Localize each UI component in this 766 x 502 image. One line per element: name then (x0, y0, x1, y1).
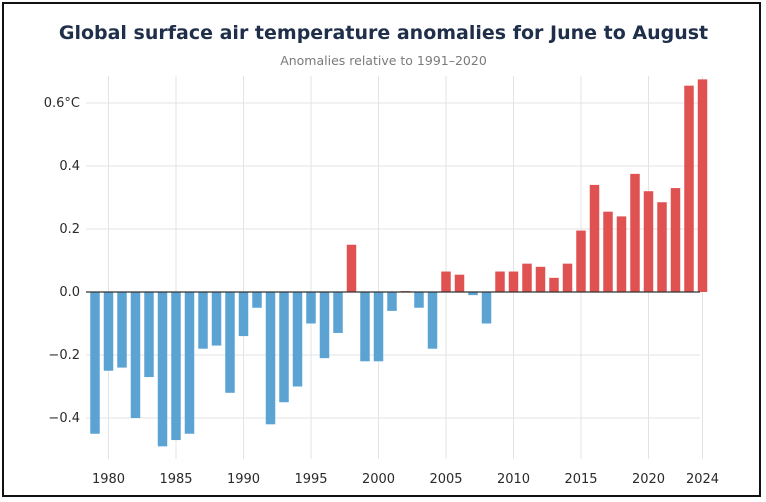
chart-frame: Global surface air temperature anomalies… (2, 2, 761, 497)
bar-2008 (481, 292, 492, 324)
bar-2009 (495, 271, 505, 292)
x-tick-label: 2005 (429, 472, 462, 487)
y-tick-label: 0.4 (59, 159, 80, 174)
bar-1983 (144, 292, 154, 378)
bar-1996 (319, 292, 330, 359)
bar-1997 (333, 292, 343, 333)
x-tick-label: 1985 (159, 472, 192, 487)
bar-2004 (427, 292, 438, 349)
x-tick-label: 2020 (632, 472, 665, 487)
bar-2020 (643, 191, 654, 292)
bar-1987 (198, 292, 208, 349)
x-tick-label: 1980 (92, 472, 125, 487)
bar-1990 (238, 292, 249, 337)
bar-2023 (684, 85, 694, 292)
bars (90, 79, 708, 447)
bar-1980 (103, 292, 114, 371)
x-tick-label: 2010 (497, 472, 530, 487)
bar-chart: 0.6°C 0.4 0.2 0.0 −0.2 −0.4 1980 1985 1990 1995 2… (44, 76, 719, 487)
x-tick-label: 2015 (564, 472, 597, 487)
bar-1991 (252, 292, 262, 308)
bar-1999 (360, 292, 370, 362)
bar-1982 (130, 292, 141, 418)
bar-2007 (468, 292, 478, 296)
bar-2010 (508, 271, 519, 292)
x-tick-label: 2000 (362, 472, 395, 487)
bar-1989 (225, 292, 235, 393)
bar-1988 (211, 292, 222, 346)
chart-title: Global surface air temperature anomalies… (58, 22, 709, 44)
bar-1993 (279, 292, 289, 403)
bar-2019 (630, 173, 640, 292)
bar-1986 (184, 292, 195, 434)
y-axis-ticks: 0.6°C 0.4 0.2 0.0 −0.2 −0.4 (44, 96, 80, 426)
bar-2001 (387, 292, 397, 311)
bar-2000 (373, 292, 384, 362)
bar-2006 (454, 274, 465, 292)
bar-2015 (576, 230, 586, 292)
bar-2003 (414, 292, 424, 308)
y-tick-label: 0.0 (59, 285, 80, 300)
bar-2018 (616, 216, 627, 292)
bar-1984 (157, 292, 168, 447)
bar-2012 (535, 266, 546, 292)
y-tick-label: 0.2 (59, 222, 80, 237)
x-tick-label: 1995 (294, 472, 327, 487)
x-axis-ticks: 1980 1985 1990 1995 2000 2005 2010 2015 2020 2024 (92, 472, 719, 487)
bar-1992 (265, 292, 276, 425)
bar-2005 (441, 271, 451, 292)
y-tick-label: −0.4 (48, 411, 80, 426)
bar-2024 (697, 79, 708, 292)
bar-1994 (292, 292, 303, 387)
y-tick-label: −0.2 (48, 348, 80, 363)
bar-1995 (306, 292, 316, 324)
x-tick-label: 2024 (686, 472, 719, 487)
bar-2013 (549, 277, 559, 292)
bar-2022 (670, 188, 681, 292)
y-tick-label: 0.6°C (44, 96, 80, 111)
bar-2011 (522, 263, 532, 292)
bar-2014 (562, 263, 573, 292)
bar-2017 (603, 211, 613, 292)
bar-2021 (657, 202, 667, 292)
bar-2016 (589, 184, 600, 292)
bar-1979 (90, 292, 100, 434)
bar-1985 (171, 292, 181, 441)
chart-subtitle: Anomalies relative to 1991–2020 (280, 53, 487, 68)
bar-1981 (117, 292, 127, 368)
x-tick-label: 1990 (227, 472, 260, 487)
bar-1998 (346, 244, 357, 292)
